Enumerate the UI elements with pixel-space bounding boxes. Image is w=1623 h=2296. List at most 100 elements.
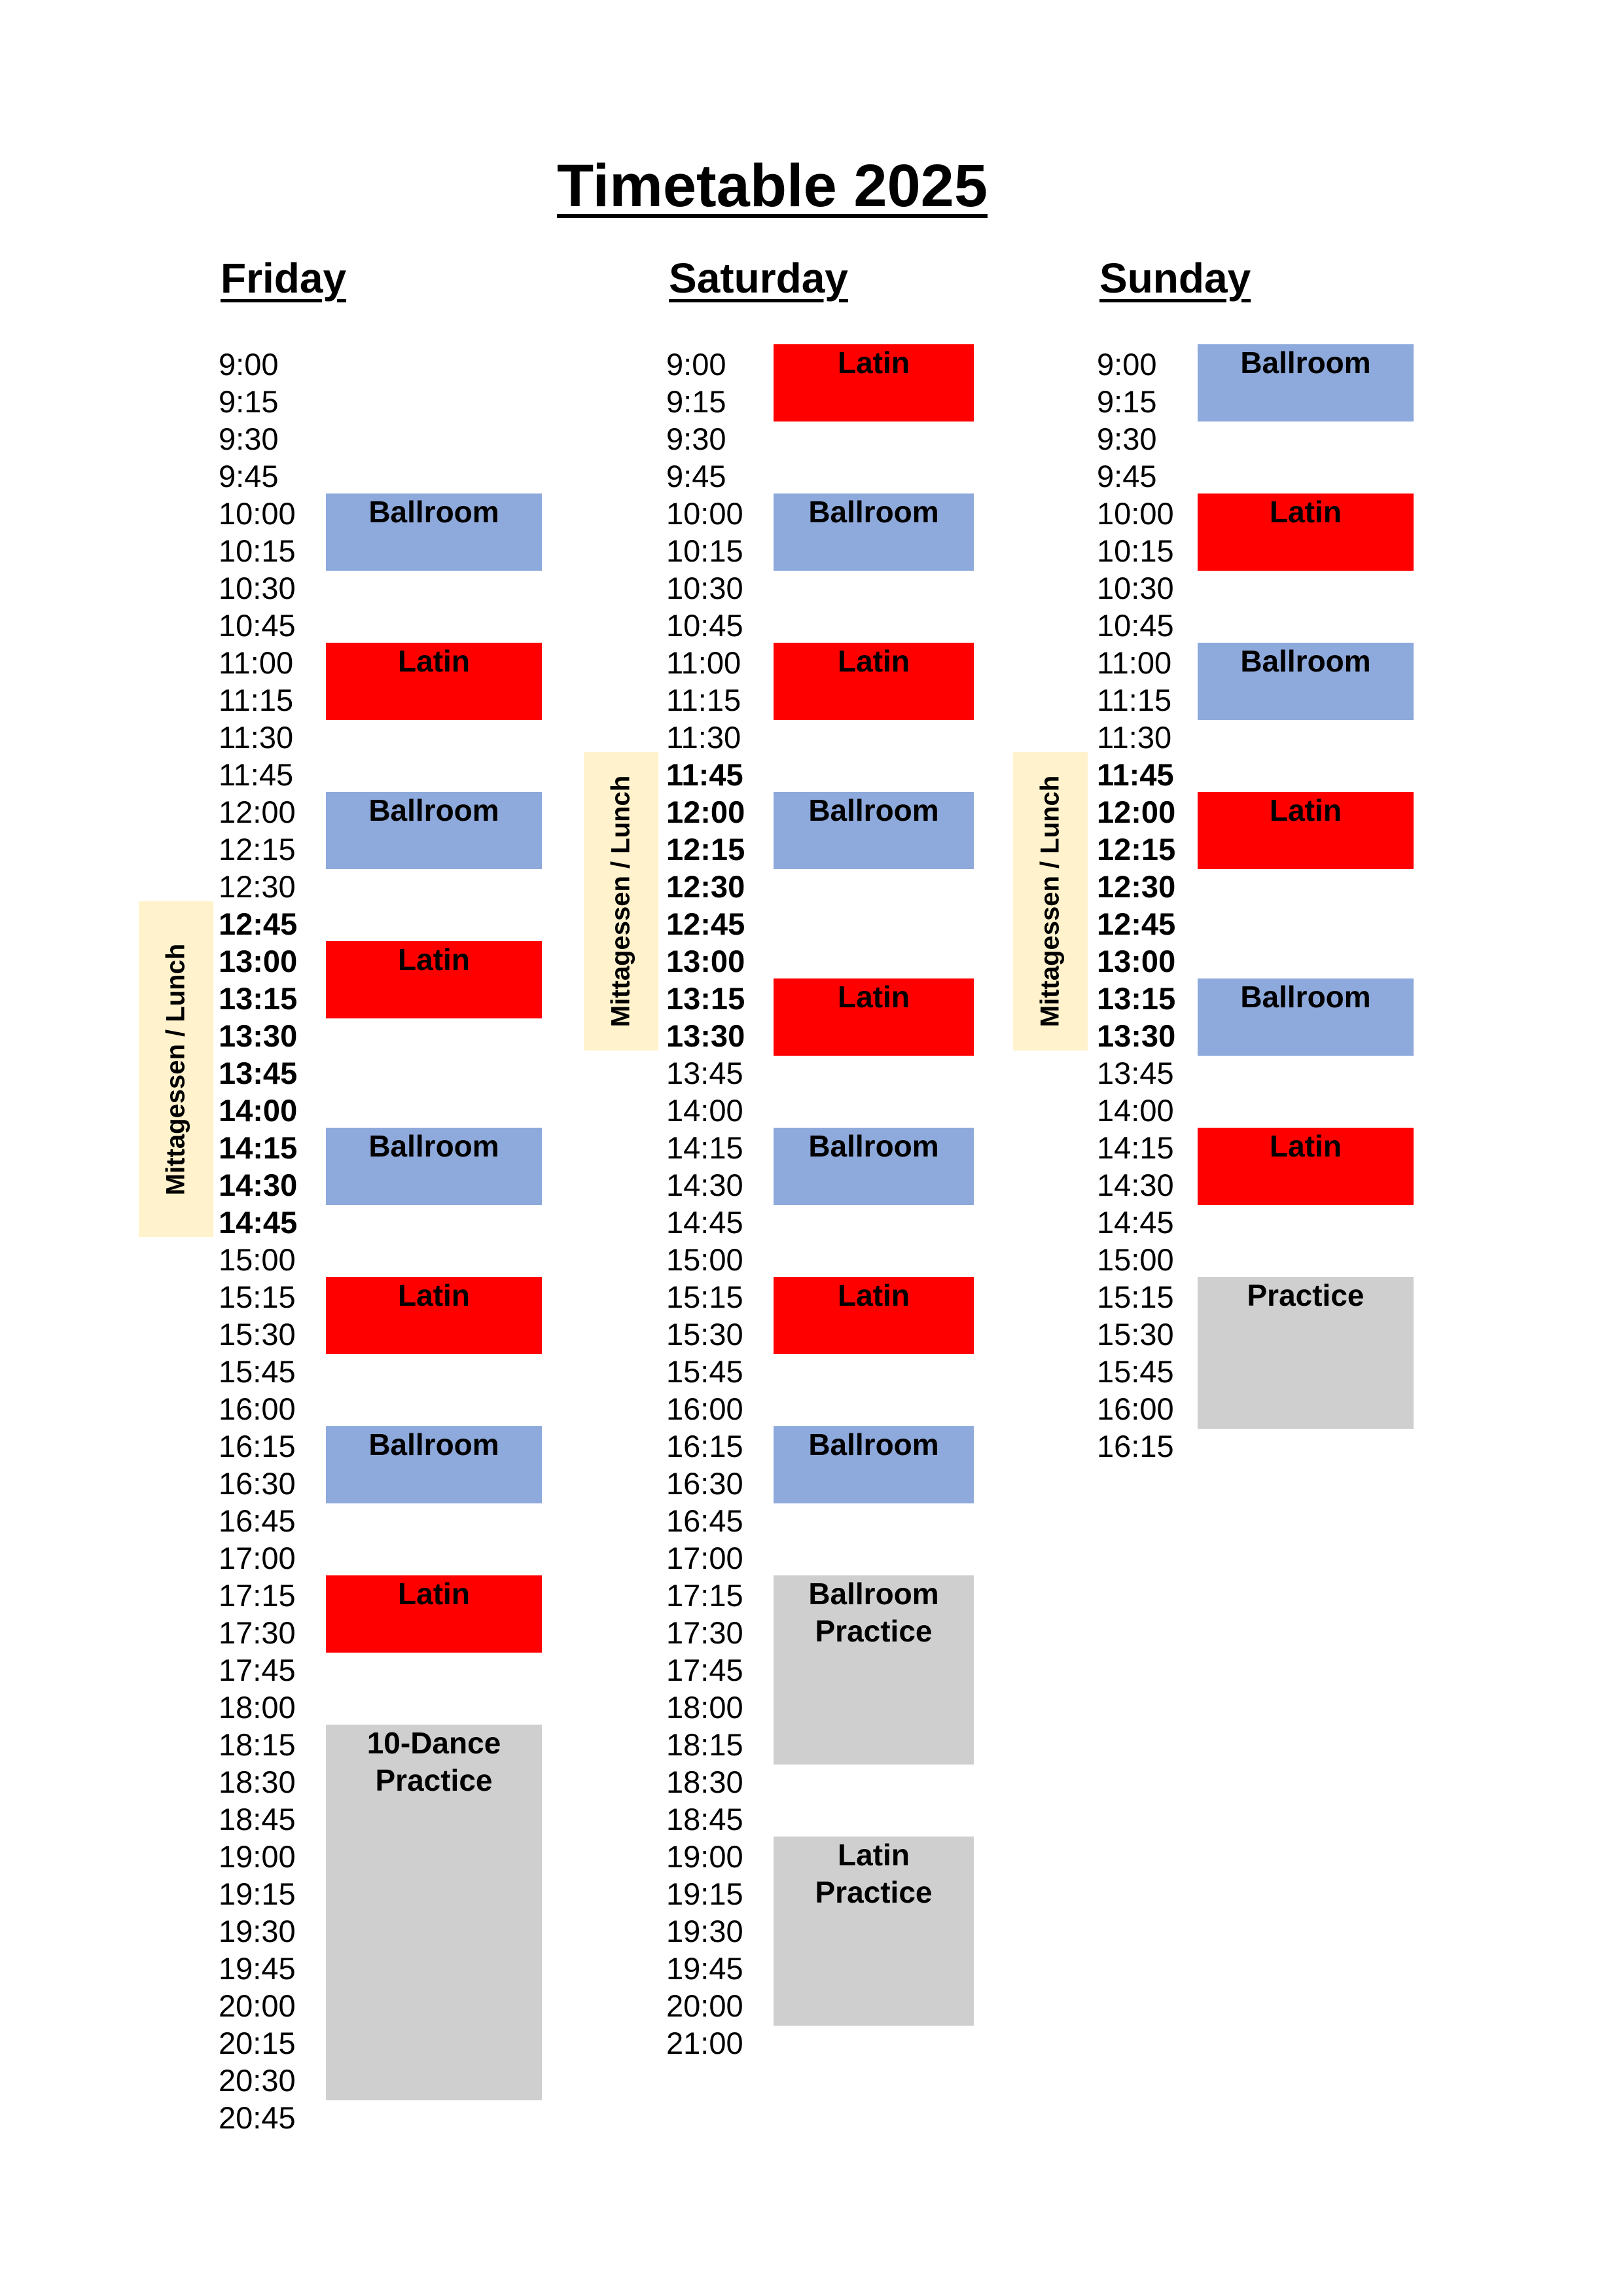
time-slot: 19:45	[666, 1951, 743, 1986]
time-slot: 11:30	[219, 720, 294, 755]
time-slot: 11:00	[666, 645, 741, 680]
time-slot: 9:00	[666, 347, 726, 382]
time-slot: 9:15	[666, 384, 726, 419]
ballroom-session-block: Ballroom	[774, 493, 974, 571]
time-slot: 18:00	[219, 1690, 296, 1725]
page-title: Timetable 2025	[556, 152, 988, 219]
latin-session-block: Latin	[326, 1575, 542, 1653]
time-slot: 12:30	[1097, 869, 1176, 904]
time-slot: 14:00	[666, 1093, 743, 1128]
time-slot: 16:45	[666, 1503, 743, 1538]
time-slot: 10:30	[1097, 571, 1174, 605]
latin-session-block: Latin	[326, 941, 542, 1018]
time-slot: 10:45	[219, 608, 296, 643]
time-slot: 10:30	[219, 571, 296, 605]
time-slot: 17:45	[219, 1653, 296, 1687]
practice-session-block: Practice	[1198, 1277, 1414, 1429]
session-label: Latin	[1270, 793, 1342, 827]
practice-session-block: Latin Practice	[774, 1837, 974, 2026]
time-slot: 18:00	[666, 1690, 743, 1725]
ballroom-session-block: Ballroom	[774, 1128, 974, 1205]
time-slot: 12:00	[666, 795, 745, 829]
time-slot: 15:00	[219, 1242, 296, 1277]
time-slot: 10:45	[666, 608, 743, 643]
time-slot: 18:15	[219, 1727, 296, 1762]
time-slot: 11:15	[1097, 683, 1172, 717]
time-slot: 11:45	[1097, 757, 1174, 792]
time-slot: 10:00	[666, 496, 743, 531]
session-label: Latin	[398, 644, 470, 678]
time-slot: 13:45	[1097, 1056, 1174, 1090]
lunch-label: Mittagessen / Lunch	[1035, 775, 1065, 1028]
time-slot: 20:00	[219, 1988, 296, 2023]
time-slot: 16:15	[1097, 1429, 1174, 1463]
time-slot: 12:45	[1097, 906, 1176, 941]
time-slot: 15:15	[666, 1280, 743, 1314]
time-slot: 14:15	[666, 1130, 743, 1165]
time-slot: 15:15	[1097, 1280, 1174, 1314]
time-slot: 19:00	[219, 1839, 296, 1874]
time-slot: 17:45	[666, 1653, 743, 1687]
time-slot: 15:45	[219, 1354, 296, 1389]
time-slot: 17:15	[219, 1578, 296, 1613]
time-slot: 12:15	[666, 832, 745, 867]
session-label: Latin	[398, 1577, 470, 1611]
time-slot: 11:15	[219, 683, 294, 717]
time-slot: 9:45	[666, 459, 726, 493]
session-label: Latin	[1270, 495, 1342, 529]
lunch-band-saturday: Mittagessen / Lunch	[584, 752, 658, 1050]
time-slot: 12:45	[219, 906, 298, 941]
latin-session-block: Latin	[774, 643, 974, 720]
ballroom-session-block: Ballroom	[774, 792, 974, 869]
ballroom-session-block: Ballroom	[326, 1128, 542, 1205]
time-slot: 16:45	[219, 1503, 296, 1538]
session-label: Practice	[1247, 1278, 1364, 1312]
time-slot: 14:45	[666, 1205, 743, 1240]
time-slot: 20:45	[219, 2100, 296, 2135]
time-slot: 19:00	[666, 1839, 743, 1874]
session-label: Practice	[815, 1875, 933, 1909]
ballroom-session-block: Ballroom	[1198, 643, 1414, 720]
latin-session-block: Latin	[774, 1277, 974, 1354]
time-slot: 11:00	[219, 645, 294, 680]
time-slot: 14:30	[1097, 1168, 1174, 1202]
time-slot: 17:15	[666, 1578, 743, 1613]
time-slot: 13:30	[219, 1018, 298, 1053]
session-label: Ballroom	[368, 1129, 499, 1163]
time-slot: 16:15	[219, 1429, 296, 1463]
practice-session-block: 10-Dance Practice	[326, 1725, 542, 2100]
time-slot: 11:45	[219, 757, 294, 792]
session-label: Latin	[838, 346, 910, 380]
session-label: Latin	[398, 942, 470, 977]
practice-session-block: Ballroom Practice	[774, 1575, 974, 1765]
time-slot: 15:00	[666, 1242, 743, 1277]
time-slot: 13:00	[1097, 944, 1176, 978]
time-slot: 20:15	[219, 2026, 296, 2060]
time-slot: 14:45	[1097, 1205, 1174, 1240]
time-slot: 16:30	[219, 1466, 296, 1501]
session-label: Ballroom	[368, 1427, 499, 1462]
ballroom-session-block: Ballroom	[326, 493, 542, 571]
latin-session-block: Latin	[774, 978, 974, 1056]
time-slot: 15:45	[666, 1354, 743, 1389]
lunch-label: Mittagessen / Lunch	[606, 775, 635, 1028]
time-slot: 20:30	[219, 2063, 296, 2098]
time-slot: 18:15	[666, 1727, 743, 1762]
time-slot: 17:30	[219, 1615, 296, 1650]
time-slot: 12:15	[219, 832, 296, 867]
time-slot: 9:30	[219, 422, 279, 456]
time-slot: 9:30	[666, 422, 726, 456]
time-slot: 16:00	[666, 1391, 743, 1426]
time-slot: 14:00	[219, 1093, 298, 1128]
time-slot: 19:15	[219, 1876, 296, 1911]
time-slot: 11:15	[666, 683, 741, 717]
time-slot: 10:15	[1097, 533, 1174, 568]
time-slot: 16:00	[219, 1391, 296, 1426]
time-slot: 19:45	[219, 1951, 296, 1986]
time-slot: 11:45	[666, 757, 743, 792]
time-slot: 13:00	[219, 944, 298, 978]
time-slot: 18:45	[666, 1802, 743, 1837]
time-slot: 15:30	[219, 1317, 296, 1352]
session-label: Ballroom	[808, 1129, 939, 1163]
time-slot: 18:30	[219, 1765, 296, 1799]
